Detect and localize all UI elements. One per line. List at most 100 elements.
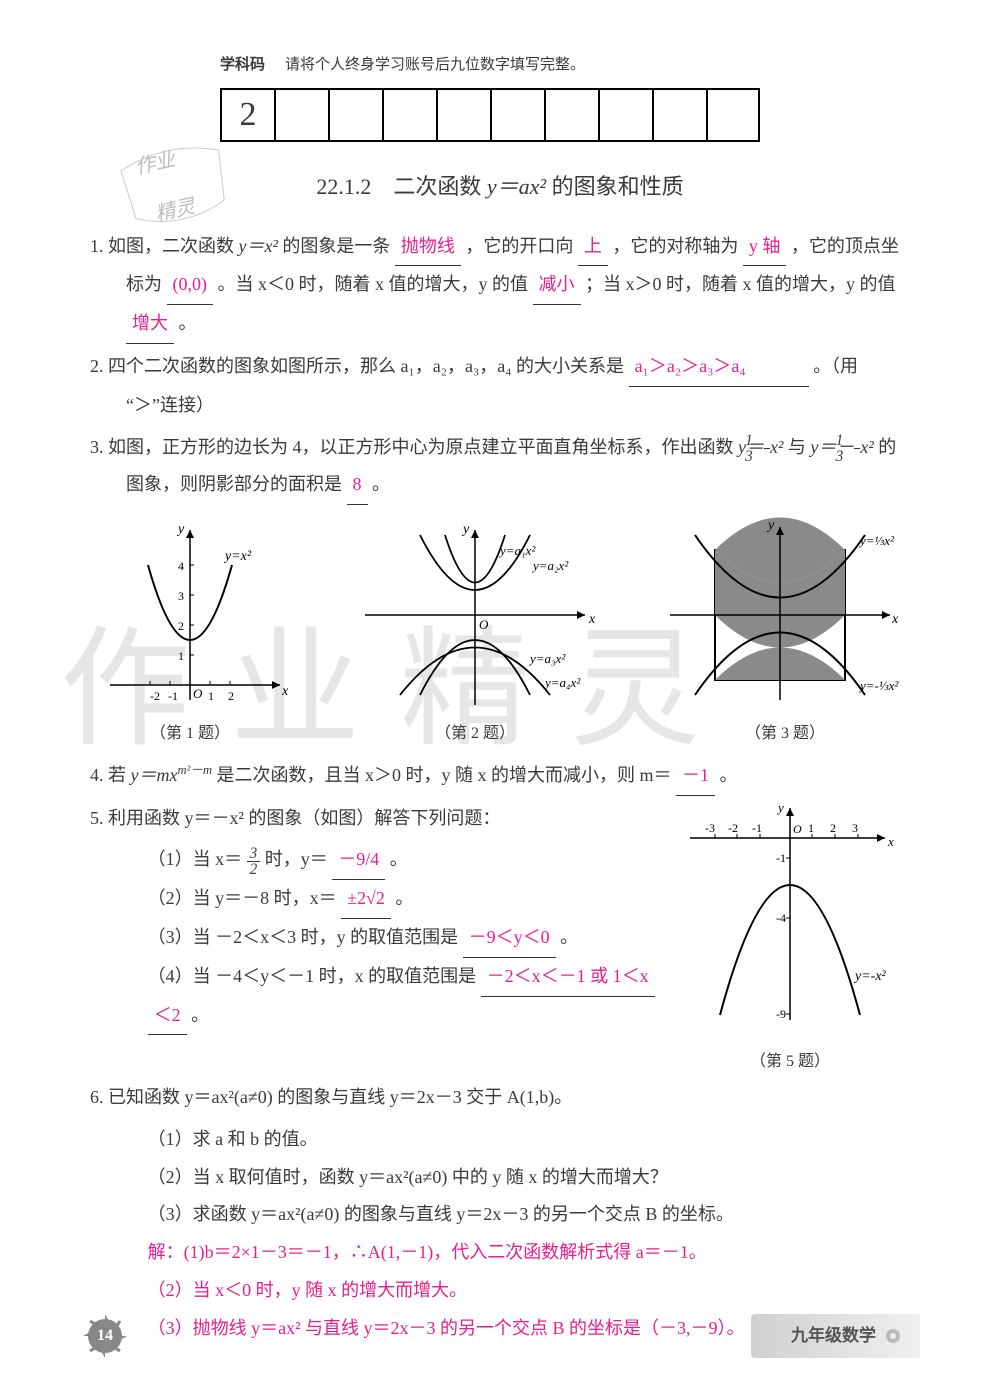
q6-solution-2: （2）当 x＜0 时，y 随 x 的增大而增大。	[90, 1272, 467, 1310]
q5-text: （4）当 －4＜y＜－1 时，x 的取值范围是	[148, 966, 481, 986]
q1-text: 1. 如图，二次函数	[90, 236, 239, 256]
code-cell[interactable]	[382, 88, 436, 142]
figure-caption: （第 2 题）	[435, 717, 515, 751]
code-cell[interactable]	[598, 88, 652, 142]
svg-text:4: 4	[178, 559, 184, 573]
q5-text: 。	[395, 888, 413, 908]
q5-part-2: （2）当 y＝－8 时，x＝ ±2√2 。	[90, 880, 660, 919]
q5-text: 。	[560, 927, 578, 947]
svg-text:-1: -1	[168, 689, 178, 703]
svg-text:x: x	[887, 834, 894, 849]
figure-caption: （第 3 题）	[745, 717, 825, 751]
figure-row: x y -2-1 O 12 12 34 y=x² （第 1 题）	[90, 515, 910, 751]
q5-answer: －2＜x＜－1 或 1＜x	[481, 958, 655, 997]
svg-text:y: y	[776, 800, 784, 815]
q5-part-3: （3）当 －2＜x＜3 时，y 的取值范围是 －9＜y＜0 。	[90, 919, 660, 958]
svg-text:-9: -9	[776, 1007, 786, 1021]
q1-text: 。当 x＜0 时，随着 x 值的增大，y 的值	[218, 274, 533, 294]
axis-label: y	[176, 522, 185, 537]
q6-part-3: （3）求函数 y＝ax²(a≠0) 的图象与直线 y＝2x－3 的另一个交点 B…	[90, 1196, 910, 1234]
svg-text:y=a₂x²: y=a₂x²	[531, 558, 569, 573]
q5-answer: －9/4	[332, 841, 385, 880]
figure-5: x y O -3-2-1 123 -1-4-9 y=-x² （第 5 题）	[670, 800, 910, 1079]
svg-text:y=-x²: y=-x²	[853, 969, 887, 984]
title-text: 的图象和性质	[552, 174, 684, 199]
question-2: 2. 四个二次函数的图象如图所示，那么 a₁，a₂，a₃，a₄ 的大小关系是 a…	[90, 348, 910, 425]
q1-answer: y 轴	[743, 228, 787, 267]
q5-answer: ±2√2	[341, 880, 391, 919]
q1-answer: 增大	[126, 305, 174, 344]
header-row: 学科码 请将个人终身学习账号后九位数字填写完整。	[220, 50, 910, 82]
q5-part-1: （1）当 x＝ 32 时，y＝ －9/4 。	[90, 841, 660, 880]
q3-text: 。	[372, 474, 390, 494]
q4-text: 。	[720, 765, 738, 785]
figure-caption: （第 1 题）	[150, 717, 230, 751]
figure-caption: （第 5 题）	[670, 1045, 910, 1079]
question-1: 1. 如图，二次函数 y＝x² 的图象是一条 抛物线 ，它的开口向 上 ，它的对…	[90, 228, 910, 344]
svg-text:-4: -4	[776, 911, 786, 925]
svg-text:y=a₄x²: y=a₄x²	[543, 675, 581, 690]
q6-head: 6. 已知函数 y＝ax²(a≠0) 的图象与直线 y＝2x－3 交于 A(1,…	[90, 1087, 572, 1107]
code-cell[interactable]	[436, 88, 490, 142]
figure-2: x y O y=a₁x² y=a₂x² y=a₃x² y=a₄x² （第 2 题…	[345, 515, 605, 751]
question-5: 5. 利用函数 y＝－x² 的图象（如图）解答下列问题：	[90, 800, 660, 838]
title-number: 22.1.2	[316, 174, 371, 199]
q1-answer: 上	[578, 228, 608, 267]
q5-text: （3）当 －2＜x＜3 时，y 的取值范围是	[148, 927, 463, 947]
svg-text:2: 2	[830, 821, 836, 835]
svg-text:y=⅓x²: y=⅓x²	[858, 533, 895, 548]
q5-head: 5. 利用函数 y＝－x² 的图象（如图）解答下列问题：	[90, 808, 500, 828]
q3-text: 与	[788, 437, 811, 457]
subject-code-label: 学科码	[220, 50, 265, 82]
header-hint: 请将个人终身学习账号后九位数字填写完整。	[285, 50, 585, 82]
q5-answer: －9＜y＜0	[463, 919, 556, 958]
figure-1: x y -2-1 O 12 12 34 y=x² （第 1 题）	[90, 515, 290, 751]
svg-text:2: 2	[178, 619, 184, 633]
svg-text:2: 2	[228, 689, 234, 703]
q5-text: 时，y＝	[265, 849, 333, 869]
graph-2-svg: x y O y=a₁x² y=a₂x² y=a₃x² y=a₄x²	[345, 515, 605, 715]
q1-text: ，它的对称轴为	[612, 236, 743, 256]
question-6: 6. 已知函数 y＝ax²(a≠0) 的图象与直线 y＝2x－3 交于 A(1,…	[90, 1079, 910, 1117]
q5-answer: ＜2	[148, 997, 187, 1036]
code-cell[interactable]: 2	[220, 88, 274, 142]
graph-1-svg: x y -2-1 O 12 12 34 y=x²	[90, 515, 290, 715]
q6-part-1: （1）求 a 和 b 的值。	[90, 1121, 910, 1159]
figure-3: x y y=⅓x² y=-⅓x² （第 3 题）	[660, 515, 910, 751]
question-4: 4. 若 y＝mxm²－m 是二次函数，且当 x＞0 时，y 随 x 的增大而减…	[90, 757, 910, 796]
q5-text: 。	[390, 849, 408, 869]
q1-answer: (0,0)	[167, 266, 214, 305]
axis-label: x	[281, 684, 289, 699]
q5-text: （1）当 x＝	[148, 849, 243, 869]
svg-text:x: x	[588, 612, 596, 627]
code-cell[interactable]	[274, 88, 328, 142]
svg-text:-2: -2	[150, 689, 160, 703]
q5-part-4: （4）当 －4＜y＜－1 时，x 的取值范围是 －2＜x＜－1 或 1＜x ＜2…	[90, 958, 660, 1036]
svg-text:x: x	[891, 612, 899, 627]
q1-text: 的图象是一条	[282, 236, 395, 256]
svg-text:y=-⅓x²: y=-⅓x²	[858, 678, 899, 693]
svg-text:y: y	[766, 518, 775, 533]
code-cell[interactable]	[328, 88, 382, 142]
q1-answer: 抛物线	[395, 228, 461, 267]
q6-solution-3: （3）抛物线 y＝ax² 与直线 y＝2x－3 的另一个交点 B 的坐标是（－3…	[90, 1310, 744, 1348]
graph-5-svg: x y O -3-2-1 123 -1-4-9 y=-x²	[680, 800, 900, 1030]
code-input-boxes: 2	[220, 88, 910, 142]
svg-text:3: 3	[178, 589, 184, 603]
q2-answer: a₁＞a₂＞a₃＞a₄	[629, 348, 809, 387]
q4-text: 是二次函数，且当 x＞0 时，y 随 x 的增大而减小，则 m＝	[217, 765, 677, 785]
svg-text:-1: -1	[752, 821, 762, 835]
code-cell[interactable]	[706, 88, 760, 142]
code-cell[interactable]	[544, 88, 598, 142]
q5-text: 。	[191, 1005, 209, 1025]
title-text: 二次函数	[393, 174, 487, 199]
svg-text:3: 3	[852, 821, 858, 835]
curve-label: y=x²	[223, 549, 252, 564]
svg-text:y=a₃x²: y=a₃x²	[528, 651, 566, 666]
code-cell[interactable]	[490, 88, 544, 142]
svg-text:O: O	[793, 822, 802, 836]
code-cell[interactable]	[652, 88, 706, 142]
svg-text:y=a₁x²: y=a₁x²	[498, 543, 536, 558]
q1-text: ，它的开口向	[465, 236, 578, 256]
svg-text:y: y	[461, 522, 470, 537]
